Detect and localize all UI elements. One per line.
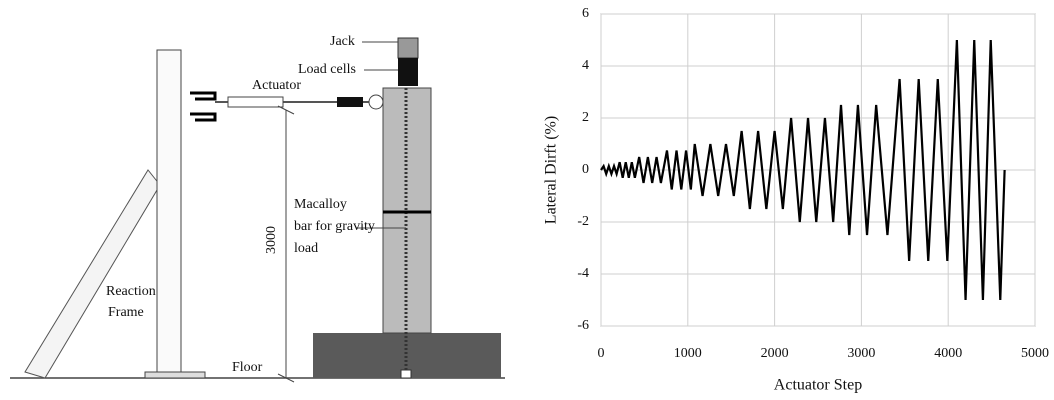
test-setup-diagram: Jack Load cells Actuator Macalloy bar fo…	[10, 34, 505, 383]
dimension-tick	[277, 373, 295, 383]
label: Load cells	[298, 62, 356, 77]
x-tick-label: 2000	[761, 346, 789, 361]
diagonal-brace	[24, 169, 161, 379]
label: bar for gravity	[294, 219, 375, 234]
label: Frame	[108, 305, 144, 320]
actuator-cylinder	[227, 96, 284, 108]
label: Macalloy	[294, 197, 347, 212]
x-tick-label: 5000	[1021, 346, 1049, 361]
x-tick-label: 1000	[674, 346, 702, 361]
drift-chart: Actuator Step Lateral Dirft (%) -6 -4 -2 0 2…	[543, 6, 1049, 393]
y-axis-label: Lateral Dirft (%)	[543, 116, 560, 224]
label: Jack	[330, 34, 355, 49]
y-tick-label: -6	[577, 318, 589, 333]
hinge	[368, 94, 384, 110]
frame-base	[144, 371, 206, 379]
y-tick-label: 4	[582, 58, 589, 73]
y-tick-label: 2	[582, 110, 589, 125]
reaction-frame-column	[156, 49, 182, 376]
label: Actuator	[252, 78, 301, 93]
x-tick-label: 3000	[847, 346, 875, 361]
load-cells	[398, 58, 418, 86]
y-tick-label: -4	[577, 266, 589, 281]
x-axis-label: Actuator Step	[774, 377, 862, 394]
actuator-bracket	[190, 91, 217, 122]
drift-line	[600, 39, 1006, 301]
y-tick-label: 0	[582, 162, 589, 177]
y-tick-label: -2	[577, 214, 589, 229]
load-cell	[337, 97, 363, 107]
label: Floor	[232, 360, 263, 375]
x-tick-label: 4000	[934, 346, 962, 361]
dimension-label: 3000	[264, 226, 279, 254]
y-tick-label: 6	[582, 6, 589, 21]
jack	[397, 37, 419, 59]
dimension-tick	[277, 105, 295, 115]
bar-anchor	[400, 369, 412, 379]
label: Reaction	[106, 284, 156, 299]
x-tick-label: 0	[598, 346, 605, 361]
label: load	[294, 241, 318, 256]
